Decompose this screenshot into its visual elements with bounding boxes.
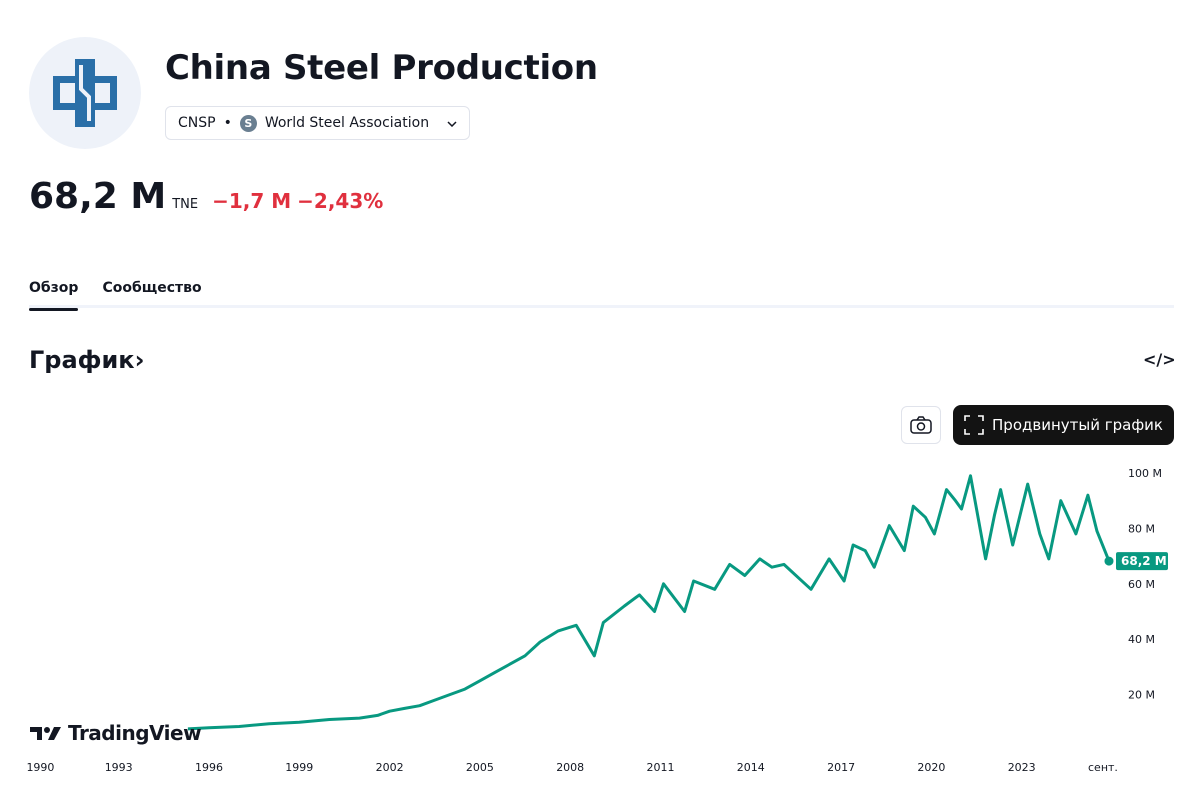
section-title: График: [29, 346, 135, 374]
tab-overview[interactable]: Обзор: [29, 280, 79, 311]
x-tick-label: 2014: [737, 761, 765, 774]
source-name: World Steel Association: [264, 115, 430, 131]
y-tick-label: 80 M: [1128, 522, 1155, 535]
y-tick-label: 60 M: [1128, 578, 1155, 591]
x-tick-label: 1999: [285, 761, 313, 774]
x-tick-label: 2008: [556, 761, 584, 774]
source-badge-icon: S: [239, 114, 257, 132]
last-value-label: 68,2 M: [1121, 554, 1167, 568]
x-tick-label: 2002: [376, 761, 404, 774]
x-tick-label: 1996: [195, 761, 223, 774]
last-value-badge: [1116, 552, 1168, 571]
price-change-percent: −2,43%: [297, 189, 384, 213]
chart-section-link[interactable]: График›: [29, 346, 144, 374]
x-tick-label: 1990: [26, 761, 54, 774]
series-line: [187, 474, 1111, 731]
watermark-text: TradingView: [68, 721, 202, 745]
price-unit: TNE: [172, 197, 199, 212]
fullscreen-icon: [964, 415, 984, 435]
chevron-down-icon: [447, 115, 457, 131]
embed-code-button[interactable]: </>: [1143, 350, 1176, 369]
advanced-chart-label: Продвинутый график: [992, 416, 1163, 434]
chevron-right-icon: ›: [134, 346, 145, 374]
separator: •: [223, 115, 232, 131]
last-point: [1104, 556, 1114, 566]
y-tick-label: 20 M: [1128, 689, 1155, 702]
x-tick-label: 2011: [647, 761, 675, 774]
x-tick-label: 2017: [827, 761, 855, 774]
company-logo: [29, 37, 141, 149]
quote: 68,2 M TNE −1,7 M −2,43%: [29, 176, 383, 217]
price-change: −1,7 M: [212, 189, 292, 213]
x-tick-label: 2023: [1008, 761, 1036, 774]
x-tick-label: сент.: [1088, 761, 1118, 774]
x-tick-label: 2020: [917, 761, 945, 774]
x-tick-label: 2005: [466, 761, 494, 774]
advanced-chart-button[interactable]: Продвинутый график: [953, 405, 1174, 445]
tabs: Обзор Сообщество: [29, 280, 1174, 311]
line-chart[interactable]: 20 M 40 M 60 M 80 M 100 M 1990 1993 1996 1999 200…: [0, 460, 1201, 800]
tab-community[interactable]: Сообщество: [102, 280, 202, 296]
tradingview-watermark[interactable]: TradingView: [30, 721, 202, 745]
tradingview-logo-icon: [30, 727, 61, 740]
y-tick-label: 100 M: [1128, 467, 1162, 480]
snapshot-button[interactable]: [901, 406, 941, 444]
source-selector[interactable]: CNSP • S World Steel Association: [165, 106, 471, 140]
price-value: 68,2 M: [29, 176, 167, 217]
y-tick-label: 40 M: [1128, 633, 1155, 646]
page-title: China Steel Production: [165, 48, 598, 88]
camera-icon: [910, 416, 932, 434]
cnsp-logo-icon: [53, 59, 117, 127]
x-tick-label: 1993: [105, 761, 133, 774]
symbol: CNSP: [178, 115, 216, 131]
